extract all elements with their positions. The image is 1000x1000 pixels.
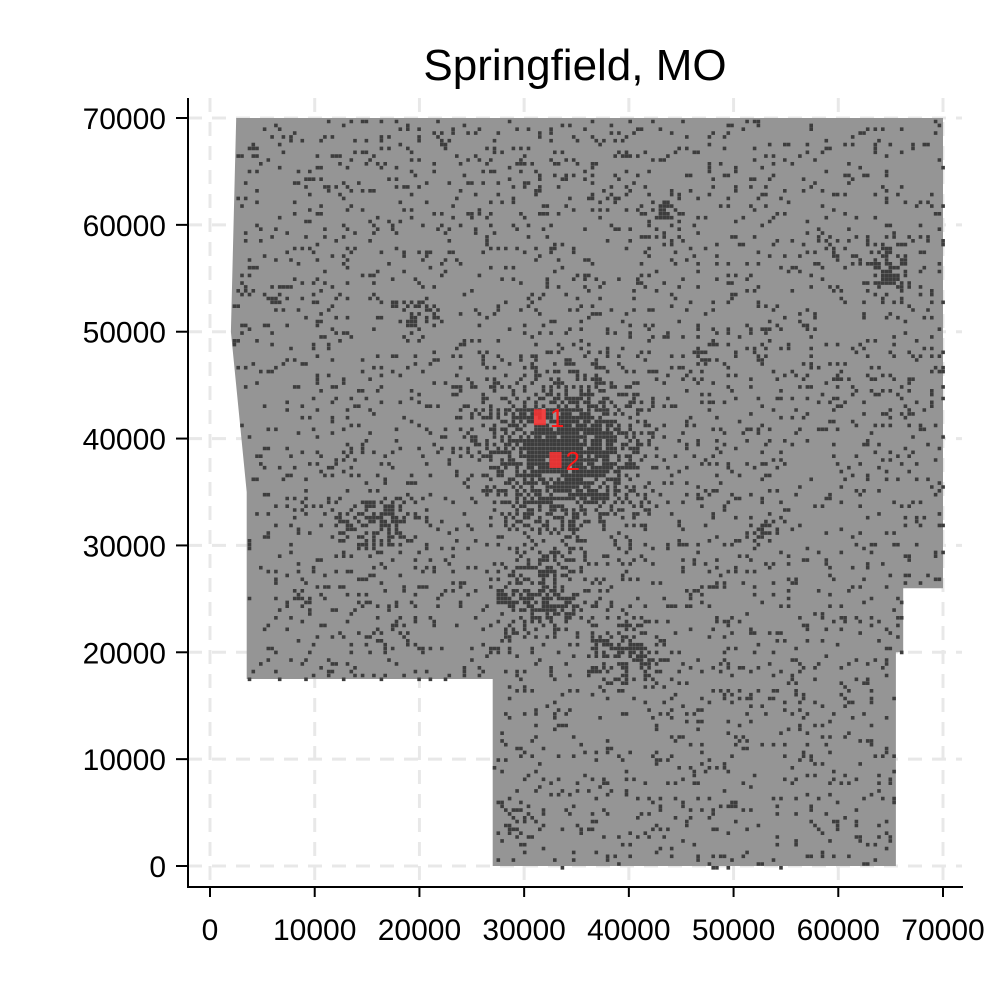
axes bbox=[187, 98, 963, 888]
y-tick-label-6: 60000 bbox=[83, 210, 166, 243]
region-polygon bbox=[230, 118, 943, 866]
x-tick-label-0: 0 bbox=[202, 914, 219, 947]
y-tick-label-1: 10000 bbox=[83, 744, 166, 777]
y-tick-label-2: 20000 bbox=[83, 637, 166, 670]
y-tick-label-5: 50000 bbox=[83, 317, 166, 350]
x-tick-label-7: 70000 bbox=[901, 914, 984, 947]
y-tick-label-0: 0 bbox=[149, 851, 166, 884]
x-tick-label-4: 40000 bbox=[587, 914, 670, 947]
density-dots-path bbox=[232, 119, 945, 870]
y-axis-ticks: 0 10000 20000 30000 40000 50000 60000 70000 bbox=[83, 103, 188, 884]
x-tick-label-1: 10000 bbox=[273, 914, 356, 947]
point-label-2: 2 bbox=[566, 446, 580, 476]
chart-title: Springfield, MO bbox=[423, 41, 726, 90]
study-region bbox=[230, 118, 943, 866]
y-tick-label-4: 40000 bbox=[83, 424, 166, 457]
x-tick-label-6: 60000 bbox=[797, 914, 880, 947]
y-tick-label-3: 30000 bbox=[83, 530, 166, 563]
point-marker-2 bbox=[549, 451, 562, 468]
point-marker-1 bbox=[533, 409, 546, 426]
x-tick-label-3: 30000 bbox=[482, 914, 565, 947]
y-tick-label-7: 70000 bbox=[83, 103, 166, 136]
x-axis-ticks: 0 10000 20000 30000 40000 50000 60000 70000 bbox=[202, 887, 985, 947]
point-markers: 12 bbox=[533, 403, 580, 476]
x-tick-label-5: 50000 bbox=[692, 914, 775, 947]
point-label-1: 1 bbox=[550, 403, 564, 433]
building-density-dots bbox=[232, 119, 945, 870]
x-tick-label-2: 20000 bbox=[378, 914, 461, 947]
